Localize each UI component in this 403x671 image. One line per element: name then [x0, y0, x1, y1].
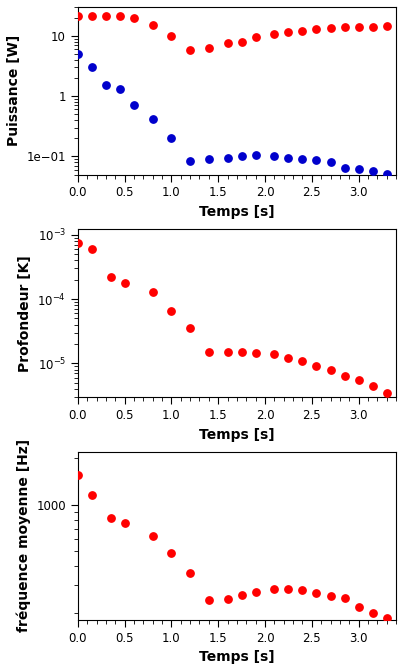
Point [341, 593, 348, 604]
Point [299, 356, 306, 366]
Point [355, 21, 362, 32]
Point [285, 353, 292, 364]
Point [313, 155, 320, 166]
Point [370, 166, 376, 176]
Point [239, 347, 245, 358]
Point [327, 364, 334, 375]
Point [187, 323, 193, 333]
Point [75, 470, 81, 481]
Point [187, 45, 193, 56]
Point [239, 589, 245, 600]
Point [271, 349, 278, 360]
Point [384, 613, 390, 623]
Point [341, 22, 348, 33]
Point [206, 347, 212, 358]
Point [168, 548, 174, 558]
Point [239, 151, 245, 162]
Point [299, 25, 306, 36]
Point [370, 21, 376, 32]
Point [285, 27, 292, 38]
Y-axis label: fréquence moyenne [Hz]: fréquence moyenne [Hz] [16, 440, 31, 633]
Point [271, 584, 278, 595]
Point [168, 30, 174, 41]
Point [75, 48, 81, 59]
Point [168, 133, 174, 144]
Y-axis label: Puissance [W]: Puissance [W] [7, 35, 21, 146]
Point [131, 99, 137, 110]
Point [285, 152, 292, 163]
Point [224, 38, 231, 49]
Point [252, 348, 259, 358]
Point [355, 601, 362, 612]
Point [150, 19, 156, 30]
Point [206, 595, 212, 606]
Point [121, 277, 128, 288]
Point [89, 62, 95, 72]
Point [107, 272, 114, 282]
Point [327, 590, 334, 601]
Point [103, 79, 109, 90]
Point [206, 154, 212, 164]
Y-axis label: Profondeur [K]: Profondeur [K] [18, 255, 32, 372]
Point [252, 150, 259, 160]
Point [313, 588, 320, 599]
Point [131, 13, 137, 23]
Point [168, 306, 174, 317]
Point [370, 380, 376, 391]
Point [89, 490, 95, 501]
Point [384, 21, 390, 32]
Point [107, 513, 114, 523]
Point [150, 530, 156, 541]
Point [327, 156, 334, 167]
Point [187, 156, 193, 166]
Point [384, 168, 390, 179]
Point [271, 29, 278, 40]
Point [313, 23, 320, 34]
Point [341, 162, 348, 173]
X-axis label: Temps [s]: Temps [s] [199, 427, 275, 442]
Point [150, 113, 156, 124]
Point [271, 151, 278, 162]
X-axis label: Temps [s]: Temps [s] [199, 205, 275, 219]
Point [117, 84, 123, 95]
Point [313, 361, 320, 372]
Point [75, 238, 81, 248]
Point [370, 608, 376, 619]
Point [299, 154, 306, 164]
Point [327, 23, 334, 34]
Point [103, 11, 109, 21]
Point [384, 387, 390, 398]
Point [355, 164, 362, 174]
Point [224, 152, 231, 163]
Point [341, 370, 348, 381]
Point [75, 10, 81, 21]
Point [285, 584, 292, 595]
Point [224, 347, 231, 358]
Point [239, 37, 245, 48]
Point [89, 244, 95, 254]
Point [187, 568, 193, 578]
Point [252, 586, 259, 597]
Point [206, 43, 212, 54]
Point [121, 518, 128, 529]
Point [299, 584, 306, 595]
Point [89, 10, 95, 21]
Point [224, 594, 231, 605]
Point [150, 287, 156, 297]
X-axis label: Temps [s]: Temps [s] [199, 650, 275, 664]
Point [355, 375, 362, 386]
Point [252, 32, 259, 42]
Point [117, 11, 123, 21]
